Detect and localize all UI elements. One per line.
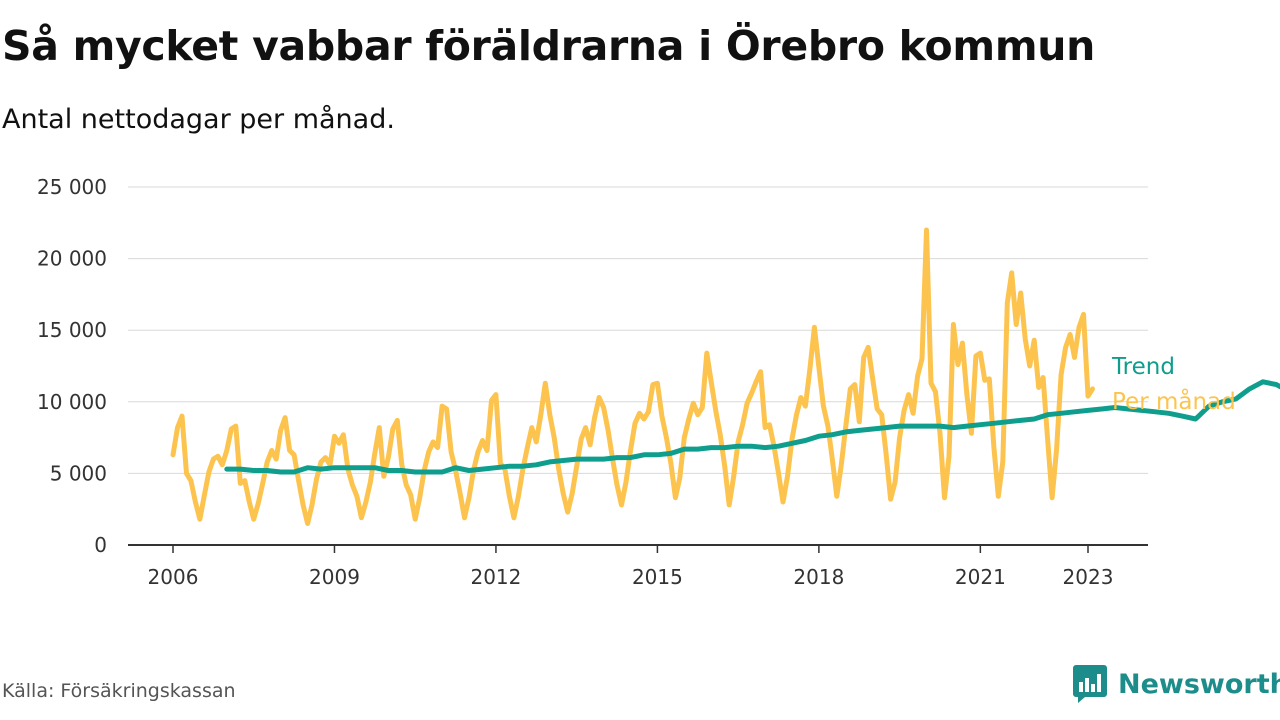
y-tick-label: 5 000 xyxy=(50,461,107,485)
newsworthy-icon xyxy=(1073,665,1107,703)
x-tick-label: 2006 xyxy=(148,565,199,589)
source-note: Källa: Försäkringskassan xyxy=(2,680,236,702)
brand-name: Newsworthy xyxy=(1118,668,1280,700)
trend-label: Trend xyxy=(1111,354,1175,380)
y-tick-label: 25 000 xyxy=(37,175,107,199)
y-tick-label: 15 000 xyxy=(37,318,107,342)
x-tick-label: 2009 xyxy=(309,565,360,589)
chart-subtitle: Antal nettodagar per månad. xyxy=(2,104,395,135)
x-tick-label: 2018 xyxy=(793,565,844,589)
brand-logo[interactable]: Newsworthy xyxy=(1072,664,1280,704)
y-tick-label: 20 000 xyxy=(37,247,107,271)
x-axis xyxy=(128,544,1148,553)
x-tick-label: 2012 xyxy=(470,565,521,589)
x-axis-tick-labels: 2006 2009 2012 2015 2018 2021 2023 xyxy=(148,565,1114,589)
trend-line xyxy=(224,379,1280,475)
monthly-line xyxy=(170,227,1095,526)
y-tick-label: 10 000 xyxy=(37,390,107,414)
chart-title: Så mycket vabbar föräldrarna i Örebro ko… xyxy=(2,22,1096,70)
x-tick-label: 2023 xyxy=(1063,565,1114,589)
monthly-label: Per månad xyxy=(1112,387,1236,415)
x-tick-label: 2015 xyxy=(632,565,683,589)
y-tick-label: 0 xyxy=(94,533,107,557)
series-lines xyxy=(170,227,1280,526)
x-tick-label: 2021 xyxy=(955,565,1006,589)
y-axis-tick-labels: 0 5 000 10 000 15 000 20 000 25 000 xyxy=(37,175,107,557)
series-labels: Per månad Trend xyxy=(1111,354,1236,415)
